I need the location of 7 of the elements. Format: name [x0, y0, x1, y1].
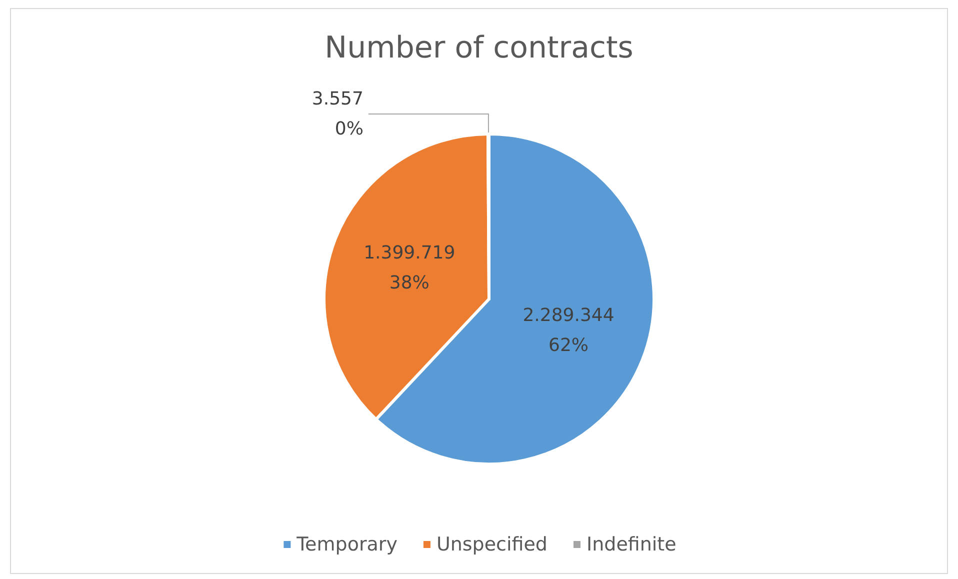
legend-label: Unspecified [436, 534, 548, 556]
data-label: 3.557 0% [312, 88, 364, 140]
data-label: 1.399.719 38% [364, 242, 456, 294]
data-label: 2.289.344 62% [522, 304, 614, 356]
legend-label: Indefinite [586, 534, 676, 556]
chart-title: Number of contracts [324, 30, 634, 66]
legend-label: Temporary [296, 534, 398, 556]
